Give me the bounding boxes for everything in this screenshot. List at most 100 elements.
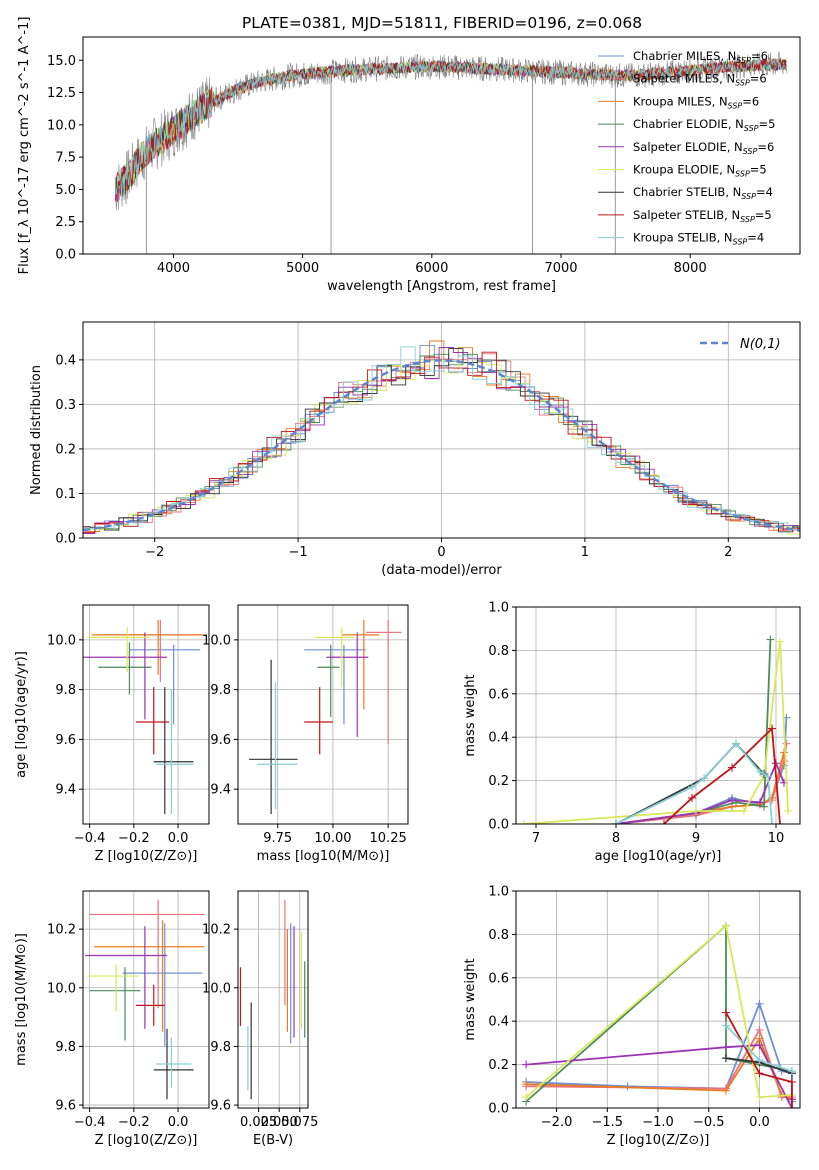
legend-label: Chabrier STELIB, NSSP=4 xyxy=(633,185,773,201)
x-tick-label: −0.4 xyxy=(74,1115,106,1130)
x-axis-label: Z [log10(Z/Z⊙)] xyxy=(607,1133,710,1148)
x-tick-label: −1.5 xyxy=(591,1115,623,1130)
error-point xyxy=(94,920,205,1032)
plot-area xyxy=(85,899,205,1100)
x-tick-label: 6000 xyxy=(415,261,448,276)
panel-spectrum: 4000 5000 6000 7000 8000 0.0 2.5 5.0 7.5 10.0 12.5… xyxy=(17,17,801,294)
legend-label: Chabrier MILES, NSSP=6 xyxy=(633,49,768,65)
axes-frame xyxy=(82,604,210,825)
plot-area xyxy=(114,51,788,254)
x-axis-label: E(B-V) xyxy=(253,1133,293,1148)
x-tick-label: −2.0 xyxy=(541,1115,573,1130)
x-tick-label: 8 xyxy=(612,831,620,846)
x-tick-label: 2 xyxy=(724,545,732,560)
legend-series-name: Chabrier MILES, N xyxy=(633,49,736,63)
legend-nssp: =6 xyxy=(750,72,767,86)
plot-area xyxy=(83,340,800,535)
legend-nssp: =5 xyxy=(755,208,772,222)
weight-series xyxy=(612,739,776,824)
y-tick-label: 1.0 xyxy=(488,885,509,900)
y-tick-label: 5.0 xyxy=(55,183,76,198)
y-tick-label: 9.8 xyxy=(210,683,231,698)
legend-series-name: Chabrier STELIB, N xyxy=(633,185,741,199)
weight-series xyxy=(721,1021,796,1076)
y-tick-label: 2.5 xyxy=(55,215,76,230)
y-tick-label: 9.6 xyxy=(55,733,76,748)
y-tick-label: 0.8 xyxy=(488,644,509,659)
plot-area xyxy=(239,899,306,1100)
legend-series-name: Salpeter MILES, N xyxy=(633,72,735,86)
y-tick-label: 10.2 xyxy=(47,923,76,938)
error-point xyxy=(315,627,356,688)
error-point xyxy=(136,984,165,1026)
legend-subscript: SSP xyxy=(728,101,743,110)
y-tick-label: 0.0 xyxy=(488,1102,509,1117)
legend-series-name: Chabrier ELODIE, N xyxy=(633,117,744,131)
x-axis-label: (data-model)/error xyxy=(381,563,502,578)
x-tick-label: 8000 xyxy=(674,261,707,276)
model-spectrum-line xyxy=(114,57,787,196)
error-point xyxy=(89,899,205,1009)
axes-frame xyxy=(237,604,409,825)
weight-series xyxy=(612,759,788,824)
legend-series-name: Salpeter STELIB, N xyxy=(633,208,740,222)
legend-subscript: SSP xyxy=(744,124,759,133)
y-tick-label: 10.0 xyxy=(47,118,76,133)
y-tick-label: 0.6 xyxy=(488,687,509,702)
error-point xyxy=(366,619,402,745)
y-tick-label: 0.2 xyxy=(488,774,509,789)
y-tick-label: 9.6 xyxy=(210,1099,231,1114)
residual-histogram-step xyxy=(83,347,800,534)
x-tick-label: −0.2 xyxy=(118,831,150,846)
y-tick-label: 0.0 xyxy=(488,818,509,833)
y-tick-label: 0.0 xyxy=(55,248,76,263)
x-tick-label: −1 xyxy=(289,545,308,560)
y-tick-label: 0.3 xyxy=(55,398,76,413)
weight-line xyxy=(526,1036,793,1101)
y-tick-label: 10.0 xyxy=(202,981,231,996)
legend-label: Chabrier ELODIE, NSSP=5 xyxy=(633,117,775,133)
legend-nssp: =5 xyxy=(759,117,776,131)
panel-age-vs-mass: 9.75 10.00 10.25 9.4 9.6 9.8 10.0 mass [log10(M… xyxy=(202,604,409,864)
x-tick-label: −0.4 xyxy=(74,831,106,846)
gaussian-curve xyxy=(83,359,800,532)
y-axis-label: mass weight xyxy=(463,674,478,756)
legend-subscript: SSP xyxy=(743,147,758,156)
error-point xyxy=(98,619,203,683)
legend-series-name: Salpeter ELODIE, N xyxy=(633,140,743,154)
error-point xyxy=(155,689,194,815)
y-tick-label: 9.4 xyxy=(55,783,76,798)
y-tick-label: 9.6 xyxy=(55,1099,76,1114)
legend-subscript: SSP xyxy=(740,215,755,224)
error-point xyxy=(317,644,340,717)
y-tick-label: 0.4 xyxy=(55,353,76,368)
x-tick-label: 7000 xyxy=(544,261,577,276)
legend-subscript: SSP xyxy=(736,56,751,65)
error-point xyxy=(257,682,298,810)
y-tick-label: 0.6 xyxy=(488,971,509,986)
y-tick-label: 9.6 xyxy=(210,733,231,748)
axes-frame xyxy=(515,606,801,825)
x-tick-label: 9.75 xyxy=(263,831,292,846)
x-tick-label: −2 xyxy=(145,545,164,560)
error-point xyxy=(91,619,205,675)
error-point xyxy=(326,632,369,737)
legend-label: Kroupa MILES, NSSP=6 xyxy=(633,94,759,110)
y-axis-label: mass weight xyxy=(463,958,478,1040)
legend-series-name: Kroupa STELIB, N xyxy=(633,231,733,245)
weight-series xyxy=(522,921,796,1102)
x-tick-label: 0.0 xyxy=(168,831,189,846)
weight-line xyxy=(523,641,789,824)
axes-frame xyxy=(82,890,210,1109)
x-tick-label: 4000 xyxy=(157,261,190,276)
panel-age-vs-Z: −0.4 −0.2 0.0 9.4 9.6 9.8 10.0 Z [log10(Z/Z⊙)] a… xyxy=(14,604,210,864)
y-tick-label: 10.0 xyxy=(47,633,76,648)
y-tick-label: 0.1 xyxy=(55,487,76,502)
error-point xyxy=(341,619,380,710)
x-axis-label: Z [log10(Z/Z⊙)] xyxy=(95,849,198,864)
x-tick-label: 5000 xyxy=(286,261,319,276)
y-axis-label: age [log10(age/yr)] xyxy=(14,651,29,778)
legend-label: Salpeter STELIB, NSSP=5 xyxy=(633,208,772,224)
